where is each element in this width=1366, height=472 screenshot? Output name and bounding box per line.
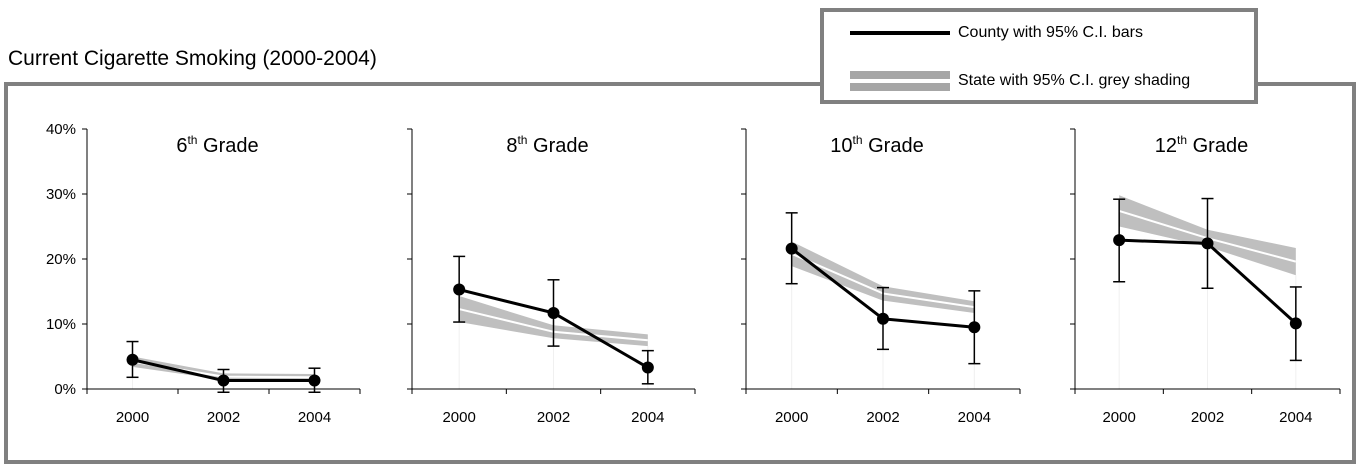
- charts-frame: [4, 82, 1356, 464]
- x-tick-label: 2002: [866, 409, 899, 426]
- x-tick-label: 2000: [775, 409, 808, 426]
- y-tick-label: 0%: [54, 381, 76, 398]
- county-point: [785, 242, 798, 255]
- x-tick-label: 2000: [442, 409, 475, 426]
- county-point: [641, 361, 654, 374]
- y-tick-label: 10%: [46, 316, 76, 333]
- legend-label-state: State with 95% C.I. grey shading: [958, 72, 1191, 89]
- county-point: [126, 353, 139, 366]
- y-tick-label: 30%: [46, 186, 76, 203]
- legend: County with 95% C.I. bars State with 95%…: [820, 8, 1258, 104]
- x-tick-label: 2000: [1102, 409, 1135, 426]
- county-point: [453, 283, 466, 296]
- county-point: [1113, 234, 1126, 247]
- x-tick-label: 2004: [958, 409, 991, 426]
- panel-title: 8th Grade: [506, 133, 588, 157]
- legend-item-county: County with 95% C.I. bars: [850, 18, 1143, 48]
- panel-title: 10th Grade: [830, 133, 923, 157]
- x-tick-label: 2002: [1191, 409, 1224, 426]
- y-tick-label: 40%: [46, 121, 76, 138]
- y-tick-label: 20%: [46, 251, 76, 268]
- county-point: [968, 321, 981, 334]
- legend-item-state: State with 95% C.I. grey shading: [850, 66, 1190, 96]
- county-point: [877, 312, 889, 325]
- x-tick-label: 2002: [207, 409, 240, 426]
- county-point: [217, 374, 230, 387]
- panel-title: 12th Grade: [1155, 133, 1248, 157]
- county-point: [547, 306, 560, 319]
- x-tick-label: 2000: [116, 409, 149, 426]
- state-band-swatch: [850, 71, 950, 91]
- state-ci-band: [791, 241, 975, 313]
- x-tick-label: 2002: [537, 409, 570, 426]
- x-tick-label: 2004: [631, 409, 664, 426]
- county-point: [1289, 317, 1302, 330]
- county-line-swatch: [850, 31, 950, 35]
- x-tick-label: 2004: [1279, 409, 1312, 426]
- county-point: [308, 374, 321, 387]
- state-ci-band: [459, 296, 648, 347]
- page-title: Current Cigarette Smoking (2000-2004): [8, 47, 377, 70]
- panel-title: 6th Grade: [176, 133, 258, 157]
- legend-label-county: County with 95% C.I. bars: [958, 24, 1143, 41]
- state-ci-band: [132, 356, 315, 381]
- county-point: [1201, 237, 1214, 250]
- x-tick-label: 2004: [298, 409, 331, 426]
